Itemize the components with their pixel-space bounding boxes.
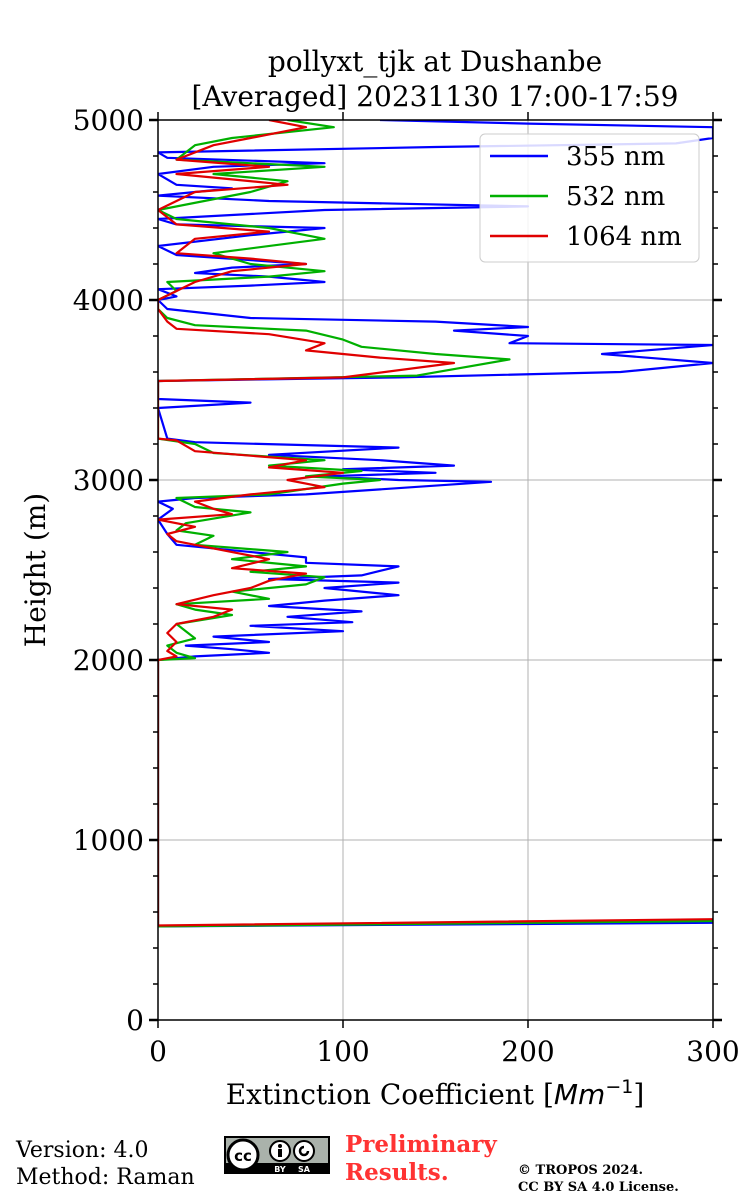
legend-box [479,133,700,263]
version-text: Version: 4.0 [16,1138,149,1163]
plot-frame [157,119,714,1021]
copyright-line-1: © TROPOS 2024. [518,1163,644,1178]
y-tick-label: 1000 [73,824,144,857]
legend-label: 355 nm [566,142,665,172]
preliminary-results-line-1: Preliminary [345,1131,497,1158]
sa-share-icon [293,1140,315,1162]
chart-title-line-1: pollyxt_tjk at Dushanbe [268,45,602,78]
legend-label: 532 nm [566,182,665,212]
y-tick-labels: 0 1000 2000 3000 4000 5000 [73,104,144,1037]
axis-ticks [149,112,722,1028]
x-axis-label-unit: Mm [554,1078,605,1111]
legend: 355 nm 532 nm 1064 nm [479,133,700,263]
y-axis-label: Height (m) [19,493,52,647]
legend-label: 1064 nm [566,222,682,252]
x-tick-label: 0 [149,1035,167,1068]
copyright-line-2: CC BY SA 4.0 License. [518,1180,679,1195]
series-line-1064-nm [158,120,713,927]
chart-title: pollyxt_tjk at Dushanbe [Averaged] 20231… [192,45,679,113]
y-tick-label: 0 [126,1004,144,1037]
x-tick-label: 200 [501,1035,554,1068]
x-tick-labels: 0 100 200 300 [149,1035,740,1068]
chart-title-line-2: [Averaged] 20231130 17:00-17:59 [192,80,679,113]
cc-by-sa-badge: cc BY SA [224,1136,330,1174]
y-tick-label: 4000 [73,284,144,317]
x-axis-label-close: ] [633,1078,644,1111]
by-person-icon [278,1144,282,1148]
y-tick-label: 3000 [73,464,144,497]
x-axis-label-exponent: −1 [605,1076,633,1098]
x-axis-label: Extinction Coefficient [Mm−1] [226,1076,645,1111]
y-tick-label: 5000 [73,104,144,137]
preliminary-results-line-2: Results. [345,1159,449,1186]
x-tick-label: 300 [686,1035,739,1068]
sa-label: SA [298,1165,311,1174]
cc-icon: cc [234,1147,252,1165]
y-tick-label: 2000 [73,644,144,677]
x-tick-label: 100 [316,1035,369,1068]
method-text: Method: Raman [16,1165,195,1190]
x-axis-label-text: Extinction Coefficient [ [226,1078,554,1111]
by-label: BY [274,1165,286,1174]
